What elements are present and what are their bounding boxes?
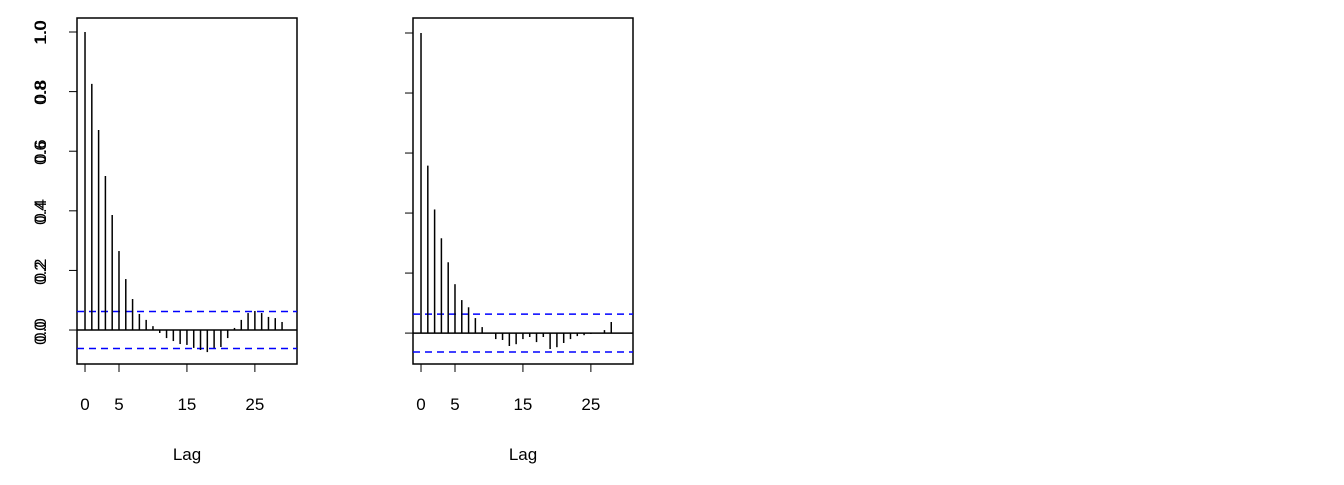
- y-tick-label: 0.2: [31, 259, 50, 283]
- plot-box: [412, 17, 634, 365]
- y-tick-label: 0.6: [31, 139, 50, 163]
- x-tick-label: 5: [450, 395, 459, 414]
- x-tick-label: 25: [581, 395, 600, 414]
- y-tick-label: 0.8: [31, 80, 50, 104]
- x-tick-label: 5: [114, 395, 123, 414]
- y-tick-label: 0.6: [31, 141, 50, 165]
- y-tick-label: 0.0: [31, 321, 50, 345]
- x-tick-label: 0: [80, 395, 89, 414]
- x-axis-label: Lag: [509, 445, 537, 464]
- y-tick-label: 0.0: [31, 318, 50, 342]
- y-tick-label: 0.4: [31, 201, 50, 225]
- x-tick-label: 25: [245, 395, 264, 414]
- y-tick-label: 1.0: [31, 20, 50, 44]
- x-tick-label: 15: [513, 395, 532, 414]
- y-tick-label: 0.4: [31, 199, 50, 223]
- x-tick-label: 15: [177, 395, 196, 414]
- x-tick-label: 0: [416, 395, 425, 414]
- x-axis-label: Lag: [173, 445, 201, 464]
- y-tick-label: 1.0: [31, 21, 50, 45]
- y-tick-label: 0.2: [31, 261, 50, 285]
- y-tick-label: 0.8: [31, 81, 50, 105]
